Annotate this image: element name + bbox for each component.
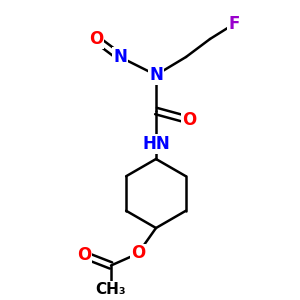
Text: CH₃: CH₃ <box>96 282 126 297</box>
Text: O: O <box>182 111 196 129</box>
Text: N: N <box>149 66 163 84</box>
Text: F: F <box>228 15 240 33</box>
Text: O: O <box>77 246 91 264</box>
Text: O: O <box>131 244 145 262</box>
Text: O: O <box>89 30 103 48</box>
Text: HN: HN <box>142 135 170 153</box>
Text: N: N <box>113 48 127 66</box>
